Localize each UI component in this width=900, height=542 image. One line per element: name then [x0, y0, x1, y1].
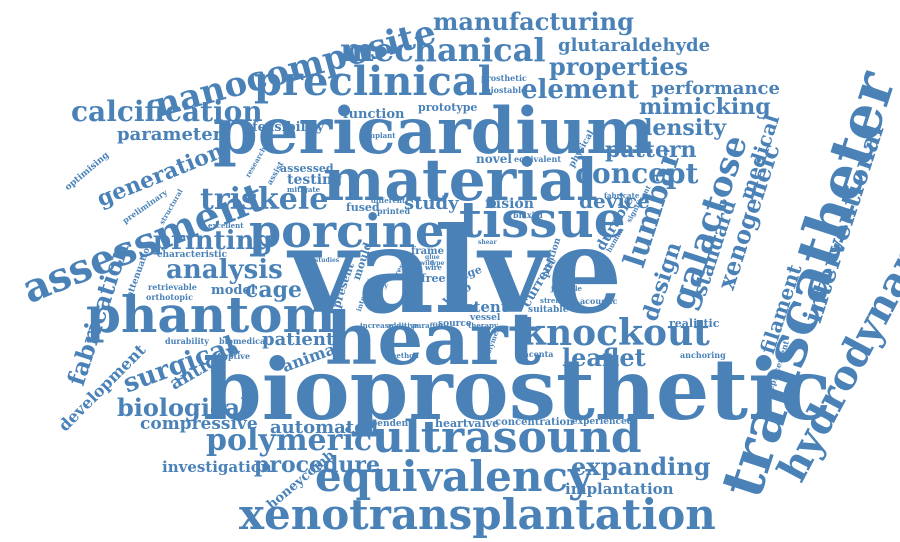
word-realistic: realistic: [669, 317, 720, 330]
word-equivalency: equivalency: [315, 452, 593, 501]
word-acoustic: acoustic: [580, 296, 618, 306]
word-patient: patient: [262, 329, 335, 350]
word-source: source: [438, 319, 472, 329]
word-adaptive: adaptive: [212, 351, 251, 361]
word-xenotransplantation: xenotransplantation: [239, 490, 716, 539]
word-testing: testing: [287, 172, 343, 188]
word-bioprosthetic: bioprosthetic: [203, 340, 832, 439]
word-expanding: expanding: [571, 452, 711, 481]
word-cage: cage: [245, 277, 303, 303]
word-experienced: experienced: [572, 417, 634, 427]
word-biomedical: biomedical: [219, 336, 269, 346]
word-wild: wild: [420, 260, 434, 267]
word-tissue: tissue: [459, 190, 626, 249]
word-implantation: implantation: [565, 480, 674, 498]
word-biological: biological: [117, 393, 250, 422]
word-fabricate: fabricate: [604, 191, 640, 200]
word-wire: wire: [425, 263, 442, 272]
word-durability: durability: [165, 336, 209, 346]
word-different: different: [371, 196, 406, 205]
word-parameter: parameter: [117, 124, 223, 145]
word-implant: implant: [365, 131, 396, 140]
word-polymeric: polymeric: [206, 423, 373, 458]
word-leaflet: leaflet: [562, 343, 646, 372]
word-strength: strength: [540, 296, 574, 305]
word-vessel: vessel: [470, 313, 501, 323]
word-triskele: triskele: [200, 182, 329, 217]
word-increase: increase: [360, 321, 394, 330]
word-function: function: [343, 107, 405, 122]
word-printing: printing: [153, 226, 273, 256]
word-porcine: porcine: [249, 204, 445, 258]
word-device: device: [579, 189, 650, 213]
word-biaxial: biaxial: [513, 210, 543, 220]
word-phantom: phantom: [86, 285, 336, 344]
word-compressive: compressive: [140, 414, 258, 434]
word-preclinical: preclinical: [254, 58, 493, 105]
word-prosthetic: prosthetic: [481, 73, 527, 83]
word-characteristic: characteristic: [157, 250, 228, 260]
word-analysis: analysis: [166, 255, 283, 285]
word-glutaraldehyde: glutaraldehyde: [558, 35, 711, 56]
word-retrievable: retrievable: [148, 282, 197, 292]
word-heartvalve: heartvalve: [435, 417, 500, 430]
word-ultrasound: ultrasound: [372, 412, 642, 463]
word-suitable: suitable: [528, 305, 569, 315]
word-orthotopic: orthotopic: [146, 292, 193, 302]
word-procedure: procedure: [254, 452, 381, 478]
word-model: model: [211, 283, 256, 298]
word-excellent: excellent: [208, 221, 244, 230]
word-injury: injury: [368, 283, 388, 290]
word-feasibility: feasibility: [252, 120, 325, 135]
word-valve: valve: [289, 201, 623, 340]
word-fusion: fusion: [485, 196, 534, 212]
word-studies: studies: [315, 257, 340, 264]
word-therapy: therapy: [468, 321, 498, 330]
word-mitigate: mitigate: [287, 185, 321, 194]
word-dependent: dependent: [359, 419, 413, 429]
word-frame: frame: [411, 246, 444, 257]
word-manufacturing: manufacturing: [433, 7, 634, 36]
word-prototype: prototype: [418, 101, 478, 114]
word-concept: concept: [575, 157, 699, 190]
word-concentration: concentration: [495, 417, 574, 428]
word-investigation: investigation: [162, 458, 272, 476]
word-shear: shear: [478, 239, 497, 246]
word-knockout: knockout: [521, 312, 710, 354]
word-study: study: [404, 193, 459, 214]
word-additive: additive: [387, 321, 419, 330]
word-glue: glue: [425, 254, 440, 261]
word-paraffin: paraffin: [412, 321, 444, 330]
word-juvenile: juvenile: [551, 284, 583, 293]
word-properties: properties: [549, 52, 689, 81]
word-equivalent: equivalent: [514, 154, 562, 164]
word-material: material: [323, 146, 598, 214]
word-mimicking: mimicking: [639, 94, 771, 120]
word-stent: stent: [465, 298, 508, 316]
word-fused: fused: [346, 201, 380, 214]
word-automated: automated: [270, 417, 379, 438]
word-placenta: placenta: [515, 349, 554, 359]
word-anchoring: anchoring: [680, 350, 726, 360]
word-assessed: assessed: [280, 162, 334, 175]
word-method: method: [389, 351, 419, 360]
word-type: type: [430, 260, 445, 267]
word-pattern: pattern: [605, 137, 697, 163]
word-pericardium: pericardium: [213, 94, 654, 169]
word-printed: printed: [377, 206, 411, 216]
word-biostable: biostable: [485, 85, 527, 95]
word-free: free: [421, 272, 446, 285]
word-heart: heart: [325, 296, 541, 381]
word-calcification: calcification: [71, 95, 263, 128]
word-performance: performance: [651, 78, 780, 99]
word-mechanical: mechanical: [340, 31, 546, 69]
word-density: density: [637, 115, 727, 141]
word-novel: novel: [476, 152, 512, 166]
word-element: element: [521, 75, 639, 105]
